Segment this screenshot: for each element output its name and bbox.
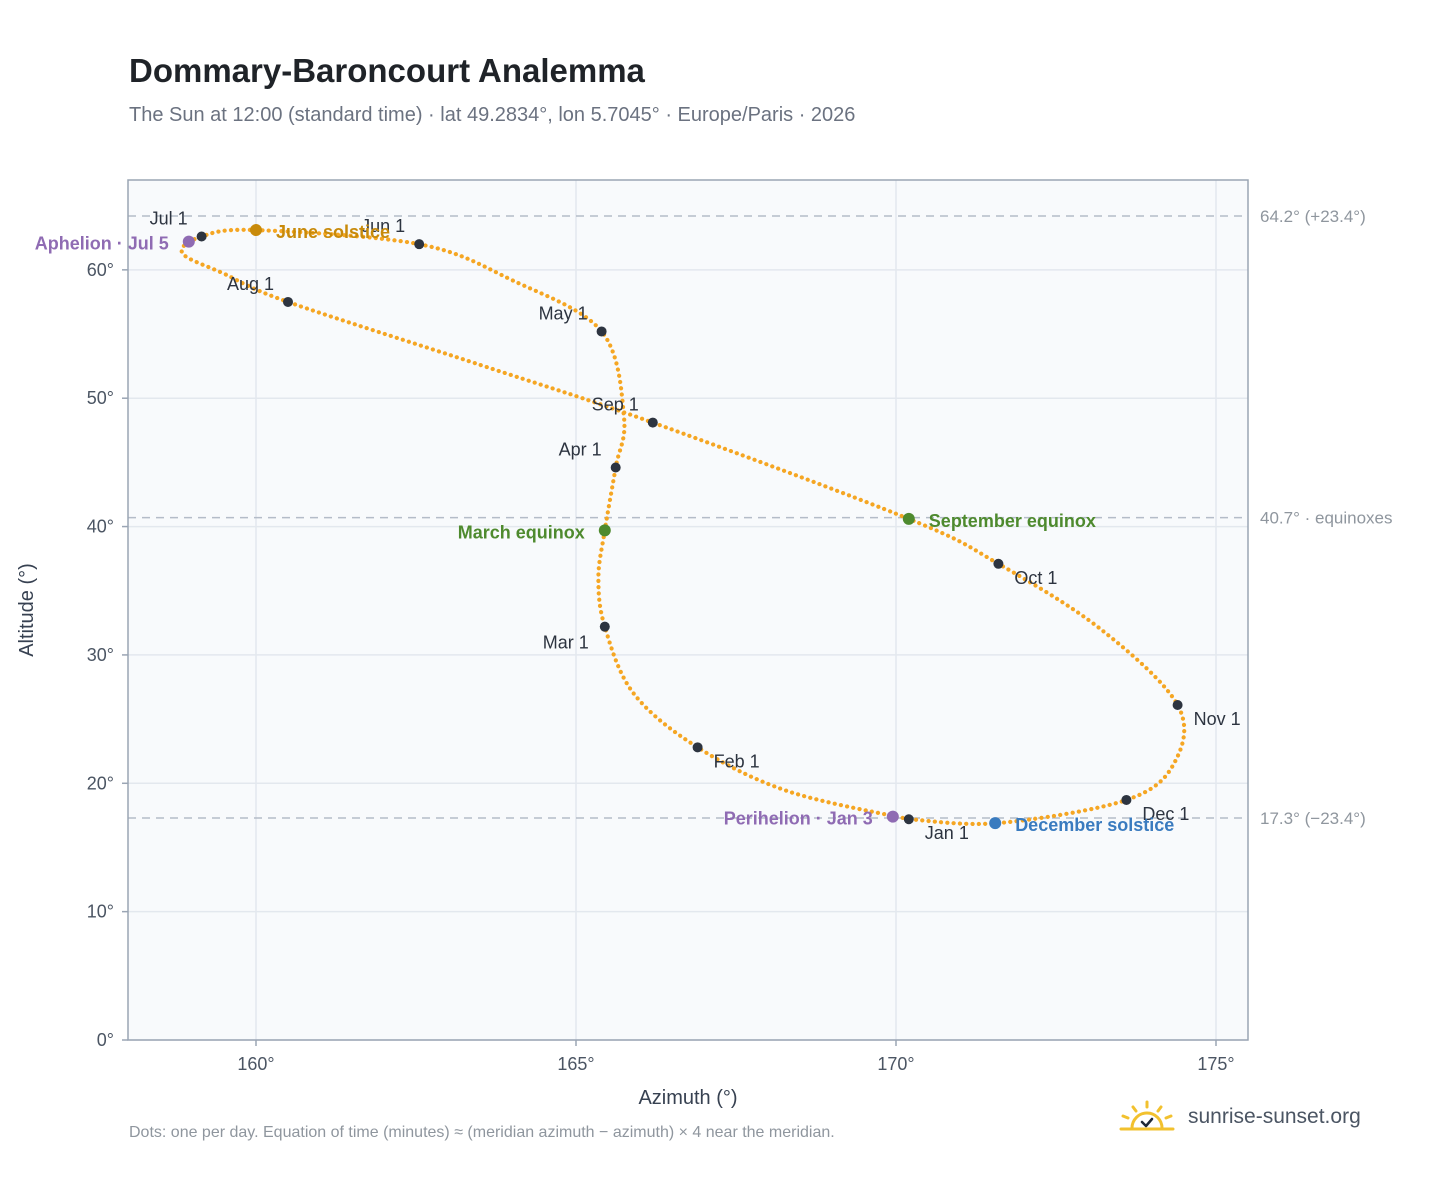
equinox-label: September equinox — [929, 511, 1096, 531]
solstice-december-label: December solstice — [1015, 815, 1174, 835]
month-marker — [610, 462, 621, 473]
chart-subtitle: The Sun at 12:00 (standard time) · lat 4… — [129, 104, 856, 126]
y-tick-label: 60° — [87, 260, 114, 280]
apsis-label: Perihelion · Jan 3 — [724, 809, 873, 829]
equinox-point — [598, 524, 611, 537]
y-axis-label: Altitude (°) — [16, 563, 38, 657]
analemma-daily-dots — [179, 227, 1187, 827]
analemma-curve — [179, 227, 1187, 827]
month-label: Jan 1 — [925, 823, 969, 843]
plot-frame — [127, 179, 1249, 1041]
axis-ticks: 160° 165° 170° 175° 0° 10° 20° 30° 40° 50° 60° — [87, 260, 1235, 1074]
month-label: Aug 1 — [227, 274, 274, 294]
solstice-december-point — [989, 817, 1002, 830]
reference-line-label: 64.2° (+23.4°) — [1260, 207, 1366, 226]
solstice-june-label: June solstice — [276, 222, 390, 242]
brand-name: sunrise-sunset.org — [1188, 1105, 1361, 1128]
y-tick-label: 10° — [87, 902, 114, 922]
month-marker — [1172, 699, 1183, 710]
month-marker — [599, 621, 610, 632]
apsis-point — [886, 810, 899, 823]
y-tick-label: 40° — [87, 517, 114, 537]
month-label: Nov 1 — [1194, 709, 1241, 729]
month-label: Dec 1 — [1142, 804, 1189, 824]
footnote: Dots: one per day. Equation of time (min… — [129, 1124, 835, 1141]
month-marker — [647, 417, 658, 428]
special-points: June solstice December solstice March equi… — [35, 222, 1175, 835]
x-tick-label: 165° — [557, 1054, 594, 1074]
month-label: Apr 1 — [559, 440, 602, 460]
x-tick-label: 170° — [877, 1054, 914, 1074]
month-label: Oct 1 — [1014, 568, 1057, 588]
month-marker — [692, 742, 703, 753]
y-tick-label: 20° — [87, 773, 114, 793]
x-tick-label: 160° — [237, 1054, 274, 1074]
month-marker — [903, 814, 914, 825]
month-marker — [283, 296, 293, 307]
month-label: May 1 — [539, 303, 588, 323]
x-axis-label: Azimuth (°) — [638, 1087, 737, 1109]
month-label: Sep 1 — [592, 395, 639, 415]
sun-check-icon — [1119, 1100, 1175, 1131]
apsis-point — [182, 235, 195, 248]
month-marker — [1121, 794, 1132, 805]
reference-line-label: 40.7° · equinoxes — [1260, 509, 1393, 528]
month-label: Mar 1 — [543, 633, 589, 653]
month-label: Jul 1 — [150, 208, 188, 228]
y-tick-label: 30° — [87, 645, 114, 665]
x-tick-label: 175° — [1197, 1054, 1234, 1074]
month-marker — [596, 326, 607, 337]
equinox-label: March equinox — [458, 522, 585, 542]
month-marker — [993, 558, 1004, 569]
month-label: Jun 1 — [361, 216, 405, 236]
brand-logo[interactable]: sunrise-sunset.org — [1118, 1100, 1361, 1134]
apsis-label: Aphelion · Jul 5 — [35, 234, 169, 254]
equinox-point — [902, 512, 915, 525]
month-marker — [414, 239, 425, 250]
reference-line-label: 17.3° (−23.4°) — [1260, 809, 1366, 828]
month-markers: Jan 1 Feb 1 Mar 1 Apr 1 May 1 Jun 1 Jul 1 Aug 1… — [150, 208, 1241, 843]
month-marker — [196, 231, 207, 242]
y-tick-label: 50° — [87, 388, 114, 408]
chart-title: Dommary-Baroncourt Analemma — [129, 52, 645, 89]
y-tick-label: 0° — [97, 1030, 114, 1050]
solstice-june-point — [250, 224, 262, 237]
reference-lines: 64.2° (+23.4°) 40.7° · equinoxes 17.3° (−2… — [128, 207, 1393, 828]
month-label: Feb 1 — [714, 751, 760, 771]
plot-area — [128, 180, 1248, 1040]
